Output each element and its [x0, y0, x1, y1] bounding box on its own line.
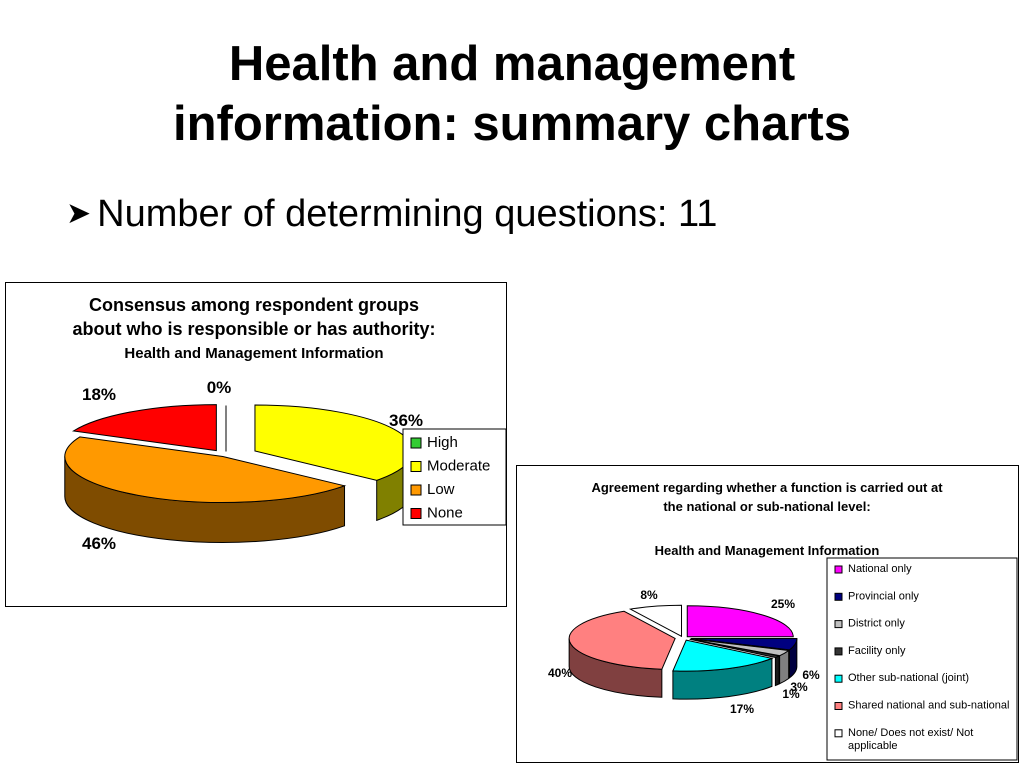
legend-swatch-shared-national-and-sub-national — [834, 702, 843, 710]
pie-slice-none-does-not-exist-not-applicable — [628, 604, 683, 638]
legend-label-provincial-only: Provincial only — [848, 590, 919, 602]
legend-label-other-sub-national-joint-: Other sub-national (joint) — [848, 672, 969, 684]
legend-swatch-low — [410, 484, 422, 496]
pie-slices — [64, 404, 414, 543]
slide-title: Health and management information: summa… — [0, 34, 1024, 154]
legend-swatch-high — [410, 437, 422, 449]
agreement-pie-svg: Agreement regarding whether a function i… — [548, 480, 1018, 761]
legend-label-shared-national-and-sub-national: Shared national and sub-national — [848, 700, 1009, 712]
legend-label-national-only: National only — [848, 563, 912, 575]
data-label-none: 18% — [82, 385, 116, 404]
legend-swatch-national-only — [834, 565, 843, 574]
data-label-shared-national-and-sub-national: 40% — [548, 666, 572, 680]
pie-slice-facility-only — [689, 638, 781, 659]
legend-swatch-moderate — [410, 461, 422, 472]
legend-label-district-only: District only — [848, 618, 905, 630]
agreement-pie-chart: Agreement regarding whether a function i… — [516, 465, 1019, 763]
data-label-facility-only: 1% — [782, 687, 800, 701]
data-label-district-only: 3% — [790, 680, 808, 694]
chart-2-title-line-2: the national or sub-national level: — [663, 499, 870, 514]
consensus-pie-svg: Consensus among respondent groups about w… — [64, 295, 506, 553]
data-label-high: 0% — [207, 378, 232, 397]
pie-slices — [568, 604, 798, 700]
pie-slice-shared-national-and-sub-national — [568, 610, 676, 670]
pie-slice-other-sub-national-joint- — [672, 639, 774, 672]
chart-1-title-line-1: Consensus among respondent groups — [89, 295, 419, 315]
data-label-moderate: 36% — [389, 411, 423, 430]
pie-slice-side-facility-only — [774, 655, 780, 687]
consensus-pie-chart: Consensus among respondent groups about w… — [5, 282, 507, 607]
pie-slice-national-only — [686, 605, 794, 638]
legend-label-low: Low — [427, 481, 455, 498]
legend-swatch-district-only — [834, 620, 843, 629]
pie-slice-provincial-only — [690, 637, 798, 651]
data-label-none-does-not-exist-not-applicable: 8% — [640, 588, 658, 602]
bullet-text: Number of determining questions: 11 — [97, 193, 718, 235]
bullet-point: ➤ Number of determining questions: 11 — [66, 190, 717, 238]
legend-box — [826, 557, 1018, 761]
chart-1-subtitle: Health and Management Information — [124, 345, 383, 362]
pie-slice-moderate — [254, 404, 414, 481]
slide-title-line-1: Health and management — [228, 37, 796, 91]
pie-slice-low — [64, 436, 347, 503]
legend-label-none: None — [427, 505, 463, 522]
data-label-other-sub-national-joint-: 17% — [730, 702, 754, 716]
legend-label-none-does-not-exist-not-applicable-line-2: applicable — [848, 740, 898, 752]
chart-1-title-line-2: about who is responsible or has authorit… — [72, 319, 435, 339]
arrow-bullet-icon: ➤ — [66, 197, 92, 230]
legend-swatch-other-sub-national-joint- — [834, 674, 843, 683]
legend-swatch-provincial-only — [834, 592, 843, 601]
legend-swatch-facility-only — [834, 647, 843, 656]
chart-2-title-line-1: Agreement regarding whether a function i… — [591, 480, 943, 495]
legend-label-moderate: Moderate — [427, 458, 490, 475]
legend-label-high: High — [427, 434, 458, 451]
legend-label-facility-only: Facility only — [848, 645, 906, 657]
legend-label-none-does-not-exist-not-applicable: None/ Does not exist/ Not — [848, 727, 973, 739]
data-label-provincial-only: 6% — [802, 668, 820, 682]
chart-2-subtitle: Health and Management Information — [655, 543, 880, 558]
legend: High Moderate Low None — [402, 428, 506, 526]
legend-swatch-none — [410, 508, 422, 519]
legend: National only Provincial only District onl… — [826, 557, 1018, 761]
legend-swatch-none-does-not-exist-not-applicable — [834, 729, 843, 738]
data-label-low: 46% — [82, 534, 116, 553]
slide-title-line-2: information: summary charts — [173, 97, 851, 151]
data-label-national-only: 25% — [771, 597, 795, 611]
pie-slice-none — [71, 404, 217, 452]
